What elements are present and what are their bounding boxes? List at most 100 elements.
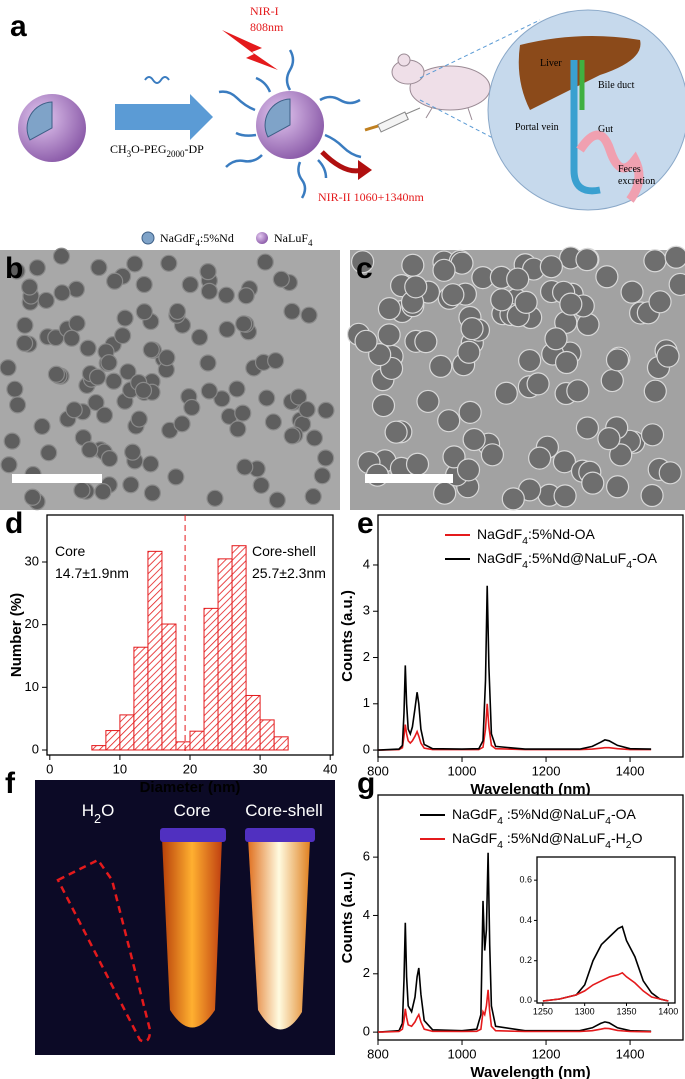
x-tick-label: 30 — [253, 761, 267, 776]
organ-label: Feces — [618, 164, 641, 175]
nanoparticle — [552, 450, 577, 474]
nanoparticle — [575, 416, 600, 440]
tube — [248, 838, 310, 1030]
x-tick-label: 1400 — [658, 1006, 678, 1016]
plot-frame — [536, 856, 676, 1004]
scale-bar — [365, 474, 453, 483]
nanoparticle — [237, 287, 255, 305]
nanoparticle — [283, 302, 301, 320]
nanoparticle — [384, 420, 408, 444]
organ-label: Gut — [598, 124, 613, 135]
nanoparticle — [267, 352, 285, 370]
nanoparticle — [272, 270, 290, 288]
y-tick-label: 30 — [25, 553, 39, 568]
nanoparticle — [8, 396, 27, 414]
x-axis-label: Wavelength (nm) — [470, 781, 590, 798]
nanoparticle — [142, 455, 160, 473]
panel-label: d — [5, 507, 23, 540]
y-tick-label: 0 — [32, 741, 39, 756]
y-tick-label: 0.0 — [519, 995, 532, 1005]
nanoparticle — [289, 388, 308, 406]
nanoparticle — [648, 290, 672, 314]
y-tick-label: 6 — [363, 849, 370, 864]
nanoparticle — [490, 288, 514, 312]
y-tick-label: 0.2 — [519, 955, 532, 965]
bar — [231, 545, 247, 751]
bar — [161, 623, 177, 751]
x-tick-label: 0 — [46, 761, 53, 776]
legend-label: NaGdF4 :5%Nd@NaLuF4-H2O — [452, 830, 643, 851]
nanoparticle — [68, 314, 86, 333]
y-tick-label: 2 — [363, 649, 370, 664]
nanoparticle — [40, 444, 58, 462]
photo-label: H2O — [82, 801, 115, 825]
ligand-label: CH3O-PEG2000-DP — [110, 142, 204, 159]
x-tick-label: 40 — [323, 761, 337, 776]
nanoparticle — [73, 481, 91, 499]
nanoparticle — [100, 449, 119, 468]
bar — [91, 745, 107, 751]
nanoparticle — [528, 446, 552, 470]
nanoparticle — [200, 282, 218, 300]
bar — [105, 730, 121, 751]
organ-label: excretion — [618, 176, 655, 187]
y-tick-label: 0.4 — [519, 915, 532, 925]
nanoparticle — [559, 292, 583, 316]
nanoparticle — [218, 320, 236, 338]
laser — [222, 30, 278, 70]
nanoparticle — [116, 309, 134, 327]
gut — [576, 130, 644, 203]
x-tick-label: 1000 — [448, 1046, 477, 1061]
bar — [133, 646, 149, 751]
y-tick-label: 4 — [363, 907, 370, 922]
nanoparticle — [643, 379, 667, 403]
nanoparticle — [229, 420, 247, 438]
nanoparticle — [317, 449, 335, 467]
nanoparticle — [53, 284, 71, 302]
nanoparticle — [658, 461, 682, 485]
nanoparticle — [183, 398, 201, 417]
nanoparticle — [135, 275, 153, 294]
x-tick-label: 10 — [113, 761, 127, 776]
nanoparticle — [609, 443, 633, 467]
nanoparticle — [539, 255, 563, 279]
nanoparticle — [597, 427, 621, 451]
tube-cap — [160, 828, 226, 842]
plot-frame — [377, 514, 684, 758]
nanoparticle — [63, 329, 81, 347]
nanoparticle — [668, 272, 685, 297]
nanoparticle — [168, 302, 187, 321]
photo-label: Core — [174, 801, 211, 820]
nanoparticle — [122, 476, 140, 494]
nanoparticle — [106, 272, 124, 290]
pegylated-particle — [218, 49, 362, 199]
y-tick-label: 20 — [25, 616, 39, 631]
nanoparticle — [656, 344, 680, 368]
bar — [245, 694, 261, 751]
panel-label: a — [10, 10, 27, 43]
nanoparticle — [20, 278, 39, 296]
nanoparticle — [0, 456, 18, 474]
x-tick-label: 800 — [367, 763, 389, 778]
panel-label: c — [356, 252, 373, 285]
nanoparticle — [88, 368, 107, 386]
nanoparticle — [300, 306, 318, 324]
nanoparticle — [124, 443, 142, 461]
nanoparticle — [236, 458, 254, 476]
x-tick-label: 1000 — [448, 763, 477, 778]
x-tick-label: 1350 — [616, 1006, 636, 1016]
organ-label: Liver — [540, 58, 562, 69]
legend-swatch — [141, 231, 155, 245]
nanoparticle — [313, 467, 331, 485]
emission-arrow-head — [358, 160, 372, 180]
nanoparticle — [199, 263, 217, 281]
nanoparticle — [429, 354, 453, 378]
y-tick-label: 10 — [25, 679, 39, 694]
bar — [217, 558, 233, 751]
nanoparticle — [181, 276, 199, 294]
nanoparticle — [95, 406, 114, 424]
nanoparticle — [100, 354, 118, 372]
legend-swatch — [256, 232, 268, 244]
nanoparticle — [501, 487, 525, 511]
nanoparticle — [605, 475, 630, 499]
